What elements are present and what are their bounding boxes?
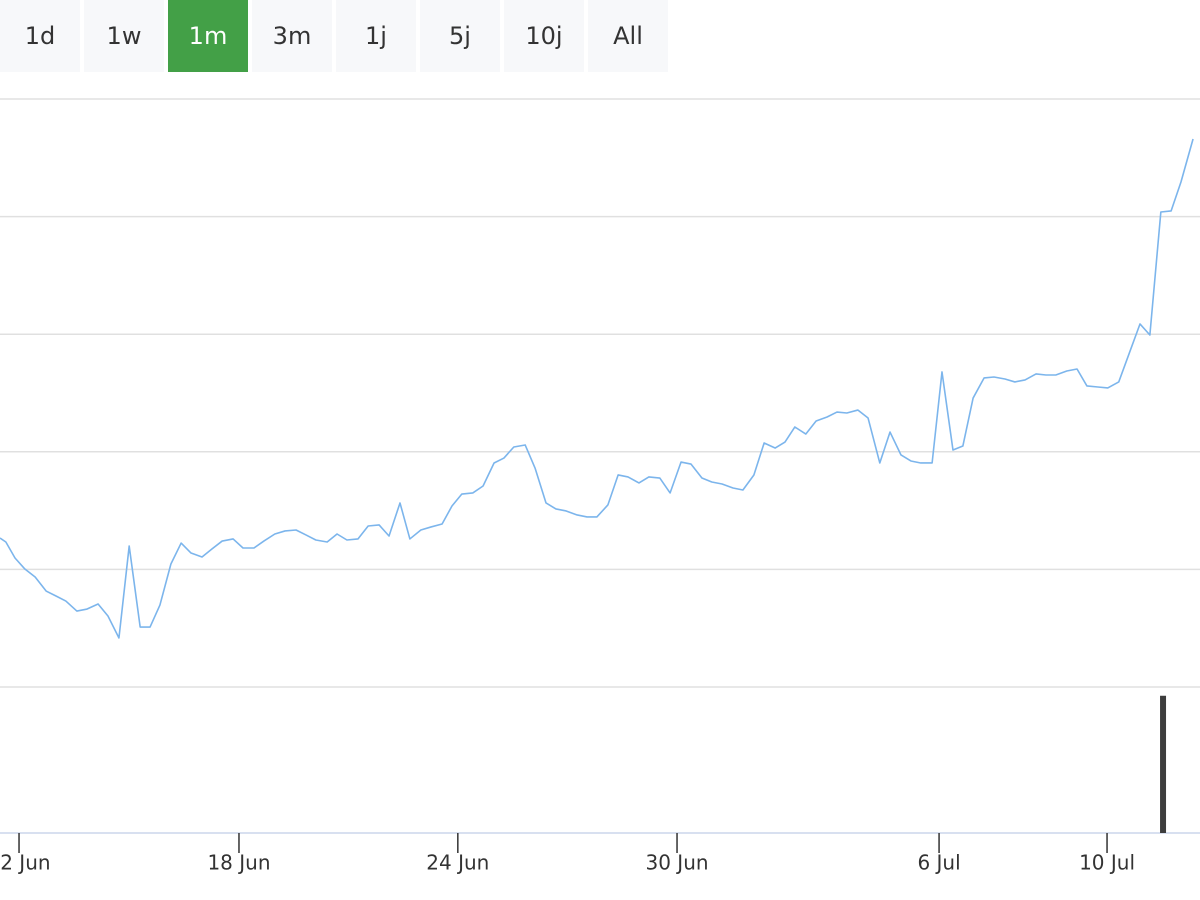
volume-bar: [1160, 695, 1167, 833]
range-button[interactable]: 3m: [252, 0, 332, 72]
x-tick-label: 6 Jul: [917, 851, 960, 875]
range-button[interactable]: 10j: [504, 0, 584, 72]
x-tick-label: 10 Jul: [1079, 851, 1135, 875]
range-button[interactable]: 1j: [336, 0, 416, 72]
range-button[interactable]: 5j: [420, 0, 500, 72]
range-button[interactable]: All: [588, 0, 668, 72]
price-line: [0, 138, 1194, 639]
x-tick-label: 30 Jun: [646, 851, 709, 875]
range-button[interactable]: 1d: [0, 0, 80, 72]
range-button[interactable]: 1w: [84, 0, 164, 72]
x-tick-label: 12 Jun: [0, 851, 51, 875]
range-button[interactable]: 1m: [168, 0, 248, 72]
x-tick-label: 24 Jun: [426, 851, 489, 875]
x-tick-label: 18 Jun: [207, 851, 270, 875]
range-selector: 1d 1w 1m 3m 1j 5j 10j All: [0, 0, 668, 72]
